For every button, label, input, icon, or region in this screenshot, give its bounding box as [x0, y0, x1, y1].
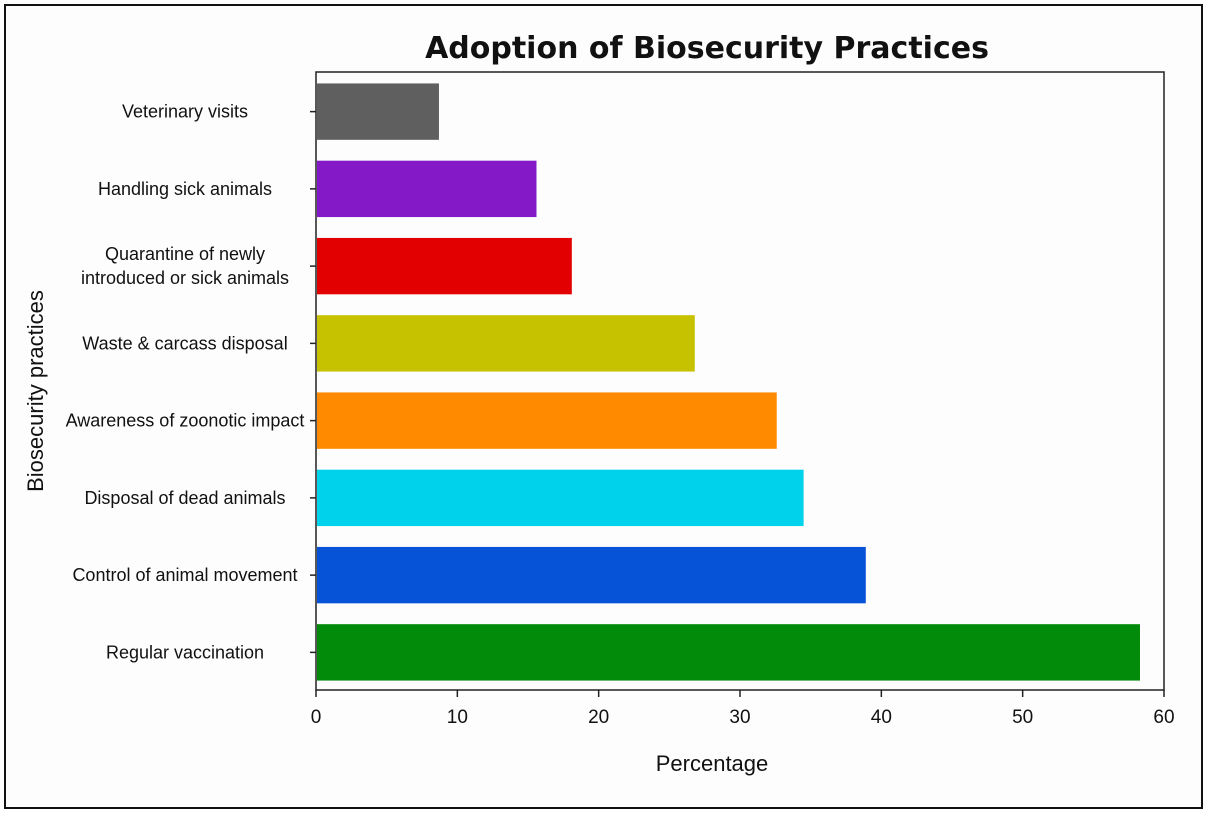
category-label: Waste & carcass disposal [82, 333, 287, 353]
bar [317, 624, 1140, 681]
chart-title: Adoption of Biosecurity Practices [425, 31, 989, 66]
category-label: Quarantine of newly [105, 244, 265, 264]
bar [317, 315, 695, 372]
category-label: Disposal of dead animals [84, 488, 285, 508]
x-tick-label: 0 [311, 707, 322, 728]
category-labels: Veterinary visits Handling sick animals Qu… [66, 102, 316, 662]
category-label: Regular vaccination [106, 642, 264, 662]
bar [317, 546, 866, 604]
bar [317, 160, 537, 218]
x-tick-label: 40 [871, 707, 892, 728]
bar [317, 237, 572, 295]
bar [317, 83, 439, 140]
category-label: introduced or sick animals [81, 268, 289, 288]
x-axis-ticks: 0 10 20 30 40 50 60 [311, 690, 1175, 728]
category-label: Veterinary visits [122, 102, 248, 122]
x-tick-label: 20 [588, 707, 609, 728]
x-tick-label: 50 [1012, 707, 1033, 728]
x-tick-label: 10 [447, 707, 468, 728]
x-tick-label: 60 [1153, 707, 1174, 728]
y-axis-label: Biosecurity practices [23, 290, 48, 492]
category-label: Awareness of zoonotic impact [66, 411, 305, 431]
category-label: Handling sick animals [98, 179, 272, 199]
x-axis-label: Percentage [656, 751, 769, 776]
x-tick-label: 30 [729, 707, 750, 728]
category-label: Control of animal movement [72, 565, 297, 585]
bars-group [317, 83, 1140, 681]
bar [317, 469, 804, 527]
bar [317, 392, 777, 449]
